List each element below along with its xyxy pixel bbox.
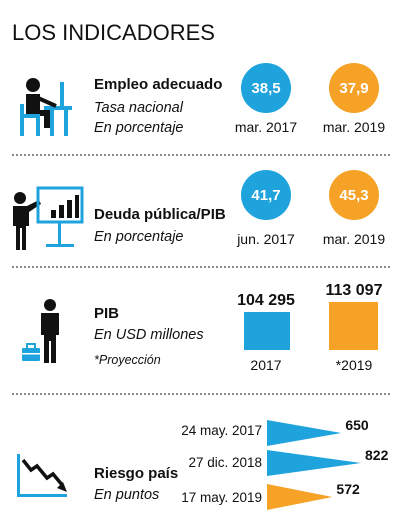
declining-trend-icon xyxy=(17,454,67,497)
empleo-date-2019: mar. 2019 xyxy=(322,119,386,135)
pib-sub2: *Proyección xyxy=(94,353,161,367)
deuda-value-2017: 41,7 xyxy=(241,170,291,220)
riesgo-label: Riesgo país xyxy=(94,465,179,482)
pib-year-2017: 2017 xyxy=(250,357,282,373)
riesgo-value-1: 650 xyxy=(345,417,369,433)
deuda-sub1: En porcentaje xyxy=(94,229,184,245)
riesgo-wedge-1 xyxy=(267,420,342,446)
riesgo-date-2: 27 dic. 2018 xyxy=(188,455,262,470)
riesgo-date-3: 17 may. 2019 xyxy=(181,490,262,505)
page-title: LOS INDICADORES xyxy=(12,20,215,45)
pib-label: PIB xyxy=(94,305,120,322)
riesgo-wedge-2 xyxy=(267,450,361,476)
empleo-value-2017: 38,5 xyxy=(241,63,291,113)
riesgo-date-1: 24 may. 2017 xyxy=(181,423,262,438)
businessman-briefcase-icon xyxy=(22,299,59,363)
riesgo-value-3: 572 xyxy=(336,481,360,497)
divider-2 xyxy=(12,266,390,268)
riesgo-wedge-3 xyxy=(267,484,333,510)
pib-year-2019: *2019 xyxy=(335,357,373,373)
riesgo-value-2: 822 xyxy=(365,447,389,463)
pib-bar-2019 xyxy=(329,302,378,350)
presenter-chart-icon xyxy=(13,186,84,250)
empleo-value-2019: 37,9 xyxy=(329,63,379,113)
deuda-date-2017: jun. 2017 xyxy=(237,231,295,247)
empleo-label: Empleo adecuado xyxy=(94,76,223,93)
pib-sub1: En USD millones xyxy=(94,327,204,343)
person-at-desk-icon xyxy=(20,78,72,136)
pib-value-2017: 104 295 xyxy=(237,292,295,310)
empleo-date-2017: mar. 2017 xyxy=(234,119,298,135)
deuda-label: Deuda pública/PIB xyxy=(94,206,226,223)
divider-3 xyxy=(12,393,390,395)
pib-bar-2017 xyxy=(244,312,290,350)
deuda-date-2019: mar. 2019 xyxy=(322,231,386,247)
pib-value-2019: 113 097 xyxy=(325,282,383,299)
divider-1 xyxy=(12,154,390,156)
empleo-sub1: Tasa nacional xyxy=(94,100,183,116)
riesgo-sub1: En puntos xyxy=(94,487,160,503)
deuda-value-2019: 45,3 xyxy=(329,170,379,220)
empleo-sub2: En porcentaje xyxy=(94,120,184,136)
